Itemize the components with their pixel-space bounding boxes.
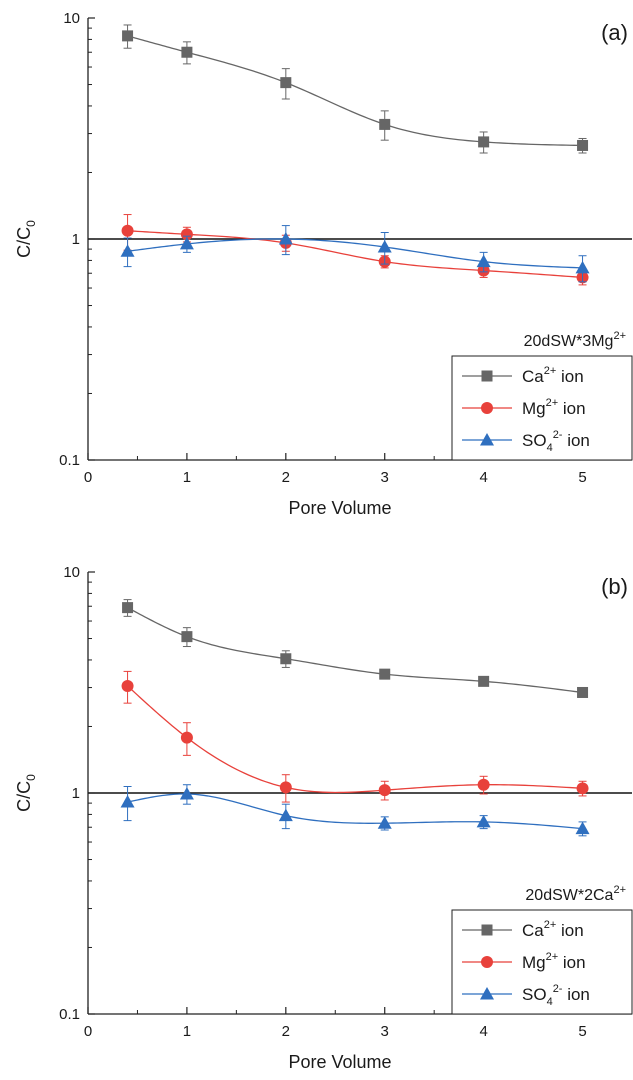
data-point xyxy=(377,816,392,829)
data-point xyxy=(575,260,590,274)
x-axis-title: Pore Volume xyxy=(288,1052,391,1072)
legend-title: 20dSW*3Mg2+ xyxy=(524,330,626,350)
series-square xyxy=(122,599,589,698)
data-point xyxy=(379,668,391,680)
legend-label: Mg2+ ion xyxy=(522,951,586,972)
legend-entry: Mg2+ ion xyxy=(462,951,586,972)
legend-marker xyxy=(480,987,494,1000)
series-circle xyxy=(121,214,589,286)
x-tick-label: 4 xyxy=(479,469,487,486)
data-point xyxy=(477,778,490,791)
chart-panel-a: 0.1 1 10 0 1 2 3 4 5 Pore Volume C/C0 (a) 20dSW*3Mg2… xyxy=(14,10,633,518)
legend-marker xyxy=(481,956,493,968)
series-line xyxy=(127,238,583,269)
series-square xyxy=(122,24,589,154)
data-point xyxy=(180,228,193,241)
data-point xyxy=(179,236,194,250)
data-point xyxy=(122,30,134,42)
data-point xyxy=(181,631,193,643)
data-point xyxy=(378,784,391,797)
data-point xyxy=(379,118,391,130)
series-line xyxy=(127,35,583,147)
data-point xyxy=(478,675,490,687)
y-tick-label: 1 xyxy=(72,231,80,248)
legend-entry: Mg2+ ion xyxy=(462,397,586,418)
x-tick-label: 2 xyxy=(282,469,290,486)
x-tick-label: 5 xyxy=(578,1023,586,1040)
x-tick-label: 4 xyxy=(479,1023,487,1040)
legend-marker xyxy=(481,370,493,382)
chart-panel-b: 0.1 1 10 0 1 2 3 4 5 Pore Volume C/C0 (b) 20dSW*2Ca2… xyxy=(14,564,633,1072)
data-point xyxy=(278,808,293,822)
data-point xyxy=(120,795,135,808)
data-point xyxy=(280,77,292,89)
legend-entry: Ca2+ ion xyxy=(462,365,584,386)
series-line xyxy=(127,230,583,279)
x-tick-label: 0 xyxy=(84,469,92,486)
x-tick-label: 2 xyxy=(282,1023,290,1040)
y-tick-label: 10 xyxy=(63,10,80,27)
data-point xyxy=(278,232,293,245)
data-point xyxy=(120,244,135,257)
series-triangle xyxy=(120,784,590,837)
x-tick-label: 0 xyxy=(84,1023,92,1040)
x-tick-label: 3 xyxy=(381,469,389,486)
data-point xyxy=(280,653,292,665)
legend-entry: Ca2+ ion xyxy=(462,919,584,940)
legend-marker xyxy=(480,433,494,446)
series-line xyxy=(127,685,583,794)
series-line xyxy=(127,607,583,694)
panel-label: (b) xyxy=(601,574,628,599)
legend-label: Ca2+ ion xyxy=(522,919,584,940)
y-axis-title: C/C0 xyxy=(14,220,38,258)
x-tick-label: 5 xyxy=(578,469,586,486)
legend-marker xyxy=(481,402,493,414)
x-tick-label: 1 xyxy=(183,469,191,486)
x-axis-title: Pore Volume xyxy=(288,498,391,518)
panel-label: (a) xyxy=(601,20,628,45)
legend-marker xyxy=(481,924,493,936)
legend-label: Ca2+ ion xyxy=(522,365,584,386)
y-tick-label: 10 xyxy=(63,564,80,581)
legend-entry: SO42- ion xyxy=(462,983,590,1008)
series-triangle xyxy=(120,225,590,283)
x-tick-label: 3 xyxy=(381,1023,389,1040)
y-tick-label: 0.1 xyxy=(59,1006,80,1023)
x-tick-label: 1 xyxy=(183,1023,191,1040)
y-tick-label: 0.1 xyxy=(59,452,80,469)
data-point xyxy=(180,731,193,744)
data-point xyxy=(122,602,134,614)
legend-label: SO42- ion xyxy=(522,983,590,1008)
data-point xyxy=(121,224,134,237)
data-point xyxy=(575,821,590,835)
legend-entry: SO42- ion xyxy=(462,429,590,454)
data-point xyxy=(476,254,491,268)
series-circle xyxy=(121,670,589,803)
legend-title: 20dSW*2Ca2+ xyxy=(525,884,626,904)
data-point xyxy=(478,136,490,148)
series-line xyxy=(127,793,583,830)
data-point xyxy=(121,679,134,692)
data-point xyxy=(179,786,194,800)
data-point xyxy=(181,46,193,58)
data-point xyxy=(476,814,491,828)
data-point xyxy=(377,240,392,253)
y-axis-title: C/C0 xyxy=(14,774,38,812)
data-point xyxy=(576,782,589,795)
data-point xyxy=(577,686,589,698)
data-point xyxy=(279,781,292,794)
y-tick-label: 1 xyxy=(72,785,80,802)
data-point xyxy=(577,139,589,151)
legend-label: SO42- ion xyxy=(522,429,590,454)
legend-label: Mg2+ ion xyxy=(522,397,586,418)
